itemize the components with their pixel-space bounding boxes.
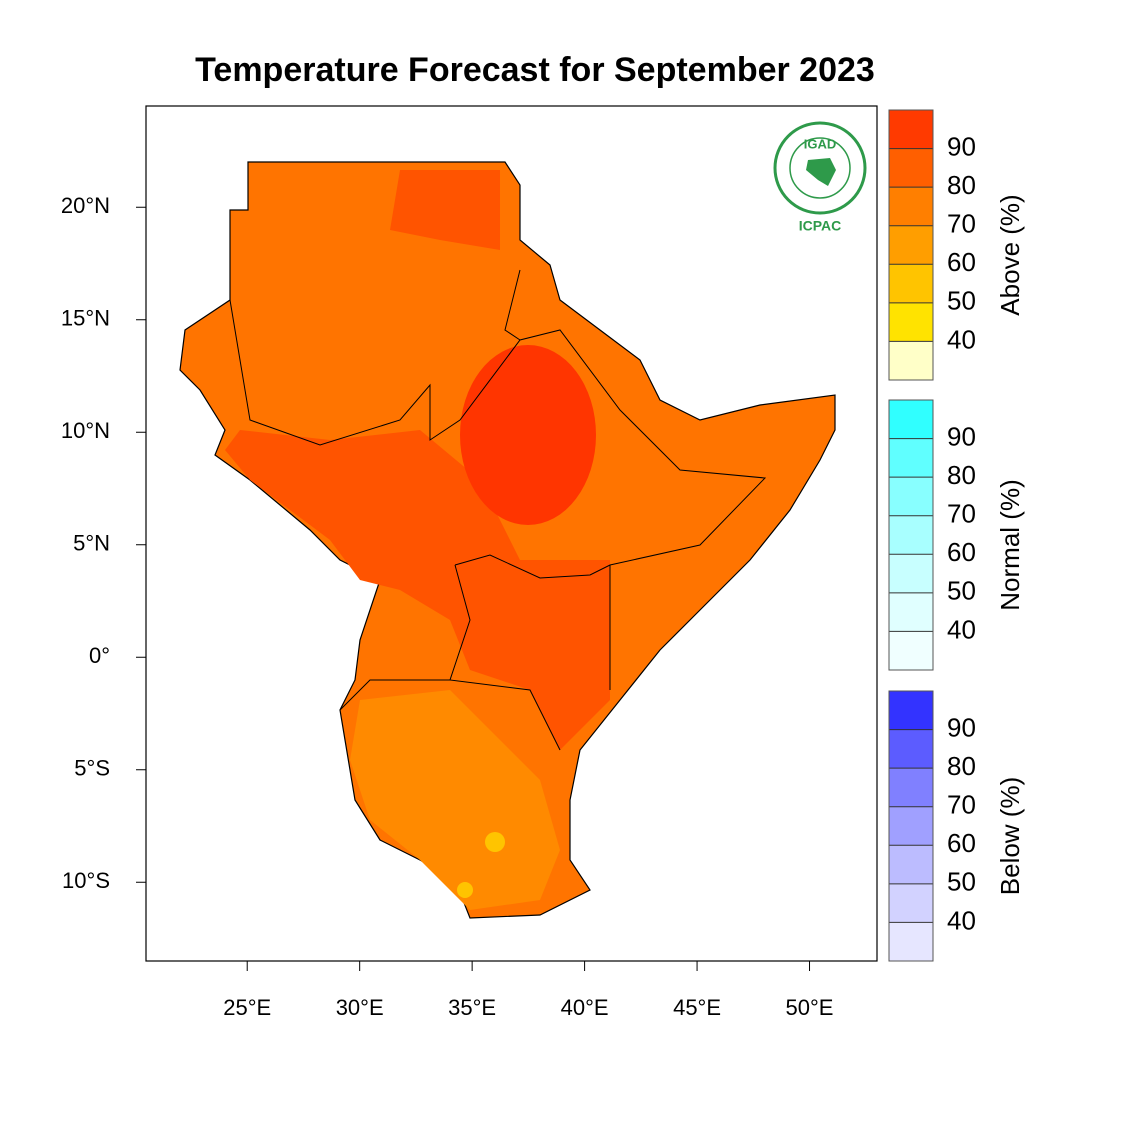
legend-title: Above (%) [995,194,1025,315]
legend-label: 90 [947,421,976,451]
x-tick-label: 35°E [448,995,496,1020]
logo-text: ICPAC [799,218,842,234]
region-warm [350,690,560,910]
legend-title: Below (%) [995,777,1025,895]
y-tick-label: 20°N [61,193,110,218]
legend-swatch [889,729,933,769]
legend-label: 50 [947,286,976,316]
legend-label: 70 [947,209,976,239]
legend-swatch [889,691,933,730]
legend-swatch [889,631,933,670]
plot-frame [145,105,878,962]
legend-label: 70 [947,790,976,820]
border [229,269,767,751]
y-tick-label: 15°N [61,306,110,331]
legend-label: 40 [947,324,976,354]
legend-frame [888,109,934,381]
legend-swatch [889,845,933,884]
x-tick-label: 30°E [336,995,384,1020]
legend-label: 50 [947,867,976,897]
legend-label: 40 [947,905,976,935]
legend-swatch [889,148,933,188]
legend-frame [888,690,934,962]
region-mild [457,882,473,898]
legend-label: 60 [947,828,976,858]
legend-swatch [889,806,933,846]
legend-label: 90 [947,712,976,742]
y-tick-label: 0° [89,643,110,668]
legend-label: 80 [947,460,976,490]
x-tick-label: 50°E [786,995,834,1020]
x-tick-label: 45°E [673,995,721,1020]
legend-swatch [889,768,933,807]
logo-africa [806,158,836,186]
legend-title: Normal (%) [995,479,1025,610]
logo-text: IGAD [804,136,837,151]
legend-swatch [889,477,933,516]
x-tick-label: 40°E [561,995,609,1020]
land [179,161,836,919]
region-hottest [460,345,596,525]
legend-label: 40 [947,614,976,644]
y-tick-label: 10°N [61,418,110,443]
legend-swatch [889,341,933,380]
legend-swatch [889,400,933,439]
legend-swatch [889,922,933,961]
legend-swatch [889,302,933,342]
y-tick-label: 10°S [62,868,110,893]
legend-label: 50 [947,576,976,606]
legend-swatch [889,515,933,555]
legend-swatch [889,187,933,226]
legend-swatch [889,110,933,149]
legend-label: 70 [947,499,976,529]
legend-label: 80 [947,751,976,781]
y-tick-label: 5°S [74,756,110,781]
region-hot [225,430,610,750]
title: Temperature Forecast for September 2023 [195,51,875,89]
legend-swatch [889,554,933,593]
legend-label: 60 [947,537,976,567]
legend-label: 90 [947,131,976,161]
legend-label: 80 [947,170,976,200]
region-hot [390,170,500,250]
logo: IGAD ICPAC [773,121,867,234]
y-tick-label: 5°N [73,531,110,556]
legend-swatch [889,264,933,303]
legend-frame [888,399,934,671]
x-tick-label: 25°E [223,995,271,1020]
legend-label: 60 [947,247,976,277]
legend-swatch [889,592,933,632]
legend-swatch [889,883,933,923]
legend-swatch [889,438,933,478]
region-mild [485,832,505,852]
legend-swatch [889,225,933,265]
logo-inner [789,137,851,199]
